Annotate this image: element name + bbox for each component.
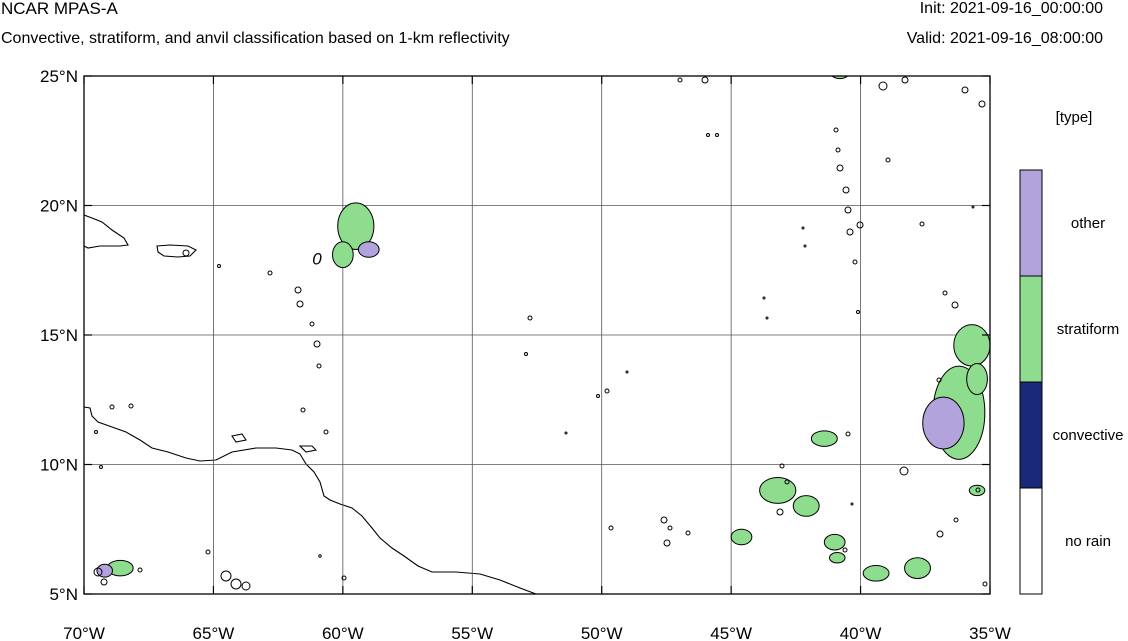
precip-area-stratiform: [759, 476, 797, 504]
precip-area-stratiform: [947, 76, 955, 77]
precip-area-stratiform: [966, 362, 988, 396]
precip-area-other: [96, 563, 113, 578]
legend-label-stratiform: stratiform: [1057, 321, 1120, 338]
precip-area-stratiform: [862, 565, 890, 582]
precip-area-stratiform: [953, 324, 990, 367]
precip-area-other: [357, 241, 380, 258]
lon-tick-label: 35°W: [969, 624, 1011, 641]
precip-area-stratiform: [829, 552, 846, 564]
lon-tick-label: 45°W: [710, 624, 752, 641]
precip-area-stratiform: [968, 484, 986, 497]
legend-swatch-no-rain: [1019, 487, 1043, 595]
lon-tick-label: 40°W: [840, 624, 882, 641]
lat-tick-label: 20°N: [40, 197, 78, 216]
legend-label-convective: convective: [1053, 427, 1124, 444]
legend-title: [type]: [1056, 109, 1093, 126]
contour-label: 0: [312, 249, 322, 268]
init-time: Init: 2021-09-16_00:00:00: [919, 0, 1103, 17]
lon-tick-label: 65°W: [193, 624, 235, 641]
precip-area-stratiform: [904, 557, 931, 579]
precip-areas: [96, 76, 990, 582]
legend-swatch-convective: [1019, 381, 1043, 489]
precip-area-stratiform: [730, 528, 753, 546]
precip-area-other: [922, 396, 965, 450]
legend-swatch-stratiform: [1019, 275, 1043, 383]
coastlines: [84, 214, 537, 594]
precip-area-stratiform: [337, 202, 375, 251]
axis-ticks: 70°W 65°W 60°W 55°W 50°W 45°W 40°W 35°W 25°N 20°N…: [40, 67, 1011, 641]
lat-tick-label: 25°N: [40, 67, 78, 86]
coastline-puerto-rico: [156, 244, 197, 258]
precip-area-stratiform: [810, 430, 838, 447]
precip-area-stratiform: [823, 533, 846, 551]
legend-label-other: other: [1071, 215, 1105, 232]
coastline-hispaniola: [84, 214, 129, 249]
lon-tick-label: 70°W: [63, 624, 105, 641]
precip-area-stratiform: [874, 76, 883, 77]
lat-tick-label: 10°N: [40, 456, 78, 475]
contour-specks: [93, 76, 988, 591]
map-title: NCAR MPAS-A: [1, 0, 118, 18]
coastline-south-america: [84, 406, 537, 594]
legend-label-no-rain: no rain: [1065, 533, 1111, 550]
valid-time: Valid: 2021-09-16_08:00:00: [906, 30, 1103, 47]
map-subtitle: Convective, stratiform, and anvil classi…: [1, 30, 510, 47]
legend: [type] other stratiform convective no rain: [1019, 109, 1124, 595]
legend-swatch-other: [1019, 169, 1043, 277]
lon-tick-label: 60°W: [322, 624, 364, 641]
precip-area-stratiform: [792, 495, 820, 517]
lat-tick-label: 5°N: [49, 585, 78, 604]
gridlines: [84, 76, 990, 594]
lon-tick-label: 50°W: [581, 624, 623, 641]
precip-area-stratiform: [332, 241, 354, 269]
lat-tick-label: 15°N: [40, 326, 78, 345]
lon-tick-label: 55°W: [451, 624, 493, 641]
